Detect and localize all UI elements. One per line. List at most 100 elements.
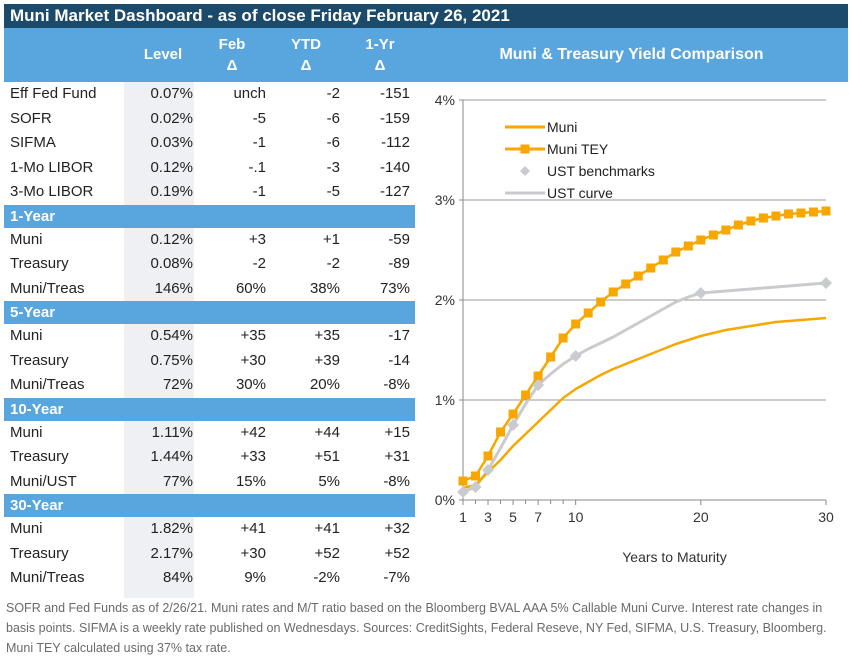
row-label: SIFMA	[10, 134, 56, 151]
data-point	[546, 352, 556, 362]
row-label: Muni	[10, 423, 43, 441]
1yr-change: -112	[381, 134, 410, 151]
table-row: Treasury 2.17% +30 +52 +52	[4, 542, 415, 567]
data-point	[820, 277, 832, 289]
table-row: Treasury 0.75% +30 +39 -14	[4, 349, 415, 374]
y-tick-label: 2%	[435, 292, 455, 308]
data-point	[708, 230, 718, 240]
legend-label: Muni	[547, 119, 577, 135]
legend: Muni Muni TEY UST benchmarks UST curve	[505, 119, 655, 201]
data-point	[483, 451, 493, 461]
x-tick-label: 10	[568, 509, 584, 525]
header-level: Level	[143, 46, 183, 63]
row-label: Muni/Treas	[10, 279, 85, 297]
data-point	[496, 427, 506, 437]
row-label: Treasury	[10, 255, 69, 272]
row-label: Muni/Treas	[10, 376, 85, 393]
1yr-change: -127	[379, 183, 410, 200]
1yr-change: -7%	[383, 569, 410, 586]
data-point	[571, 319, 581, 329]
feb-change: -5	[252, 109, 266, 127]
x-tick-label: 7	[534, 509, 542, 525]
data-point	[771, 211, 781, 221]
table-row: Muni 0.12% +3 +1 -59	[4, 228, 415, 253]
table-row: Muni/Treas 72% 30% 20% -8%	[4, 373, 415, 398]
ytd-change: +39	[314, 351, 340, 369]
series-line	[462, 281, 827, 494]
row-label: Treasury	[10, 351, 69, 369]
1yr-change: +31	[384, 448, 410, 465]
feb-change: unch	[233, 85, 266, 102]
level-value: 0.07%	[150, 85, 193, 102]
dashboard-title: Muni Market Dashboard - as of close Frid…	[4, 4, 848, 28]
header-1yr: 1-Yr	[365, 36, 395, 53]
ytd-change: -2%	[313, 569, 340, 586]
series-ust-benchmarks	[457, 277, 832, 498]
1yr-change: -89	[388, 255, 410, 272]
1yr-change: -159	[379, 109, 410, 127]
level-value: 0.03%	[150, 134, 193, 151]
x-tick-label: 20	[693, 509, 709, 525]
series-line	[462, 316, 827, 490]
feb-change: -1	[252, 134, 266, 151]
ytd-change: +44	[314, 423, 340, 441]
table-row: SOFR 0.02% -5 -6 -159	[4, 107, 415, 132]
feb-change: +42	[240, 423, 266, 441]
data-point	[533, 371, 543, 381]
data-point	[821, 206, 831, 216]
legend-label: UST curve	[547, 185, 613, 201]
1yr-change: -59	[388, 230, 410, 248]
header-ytd: YTD	[291, 36, 321, 53]
data-point	[671, 247, 681, 257]
data-point	[621, 279, 631, 289]
1yr-change: +52	[384, 544, 410, 562]
section-header: 5-Year	[4, 301, 415, 324]
ytd-change: 5%	[318, 472, 340, 490]
legend-label: UST benchmarks	[547, 163, 655, 179]
table-row: 3-Mo LIBOR 0.19% -1 -5 -127	[4, 180, 415, 205]
header-1yr-delta: Δ	[374, 57, 386, 74]
data-point	[507, 419, 520, 431]
1yr-change: -14	[388, 351, 410, 369]
1yr-change: +15	[384, 423, 410, 441]
feb-change: +41	[240, 520, 266, 537]
data-point	[583, 308, 593, 318]
row-label: Muni	[10, 520, 43, 537]
feb-change: 30%	[235, 376, 266, 393]
ytd-change: +52	[314, 544, 340, 562]
level-value: 72%	[162, 376, 193, 393]
x-tick-label: 30	[818, 509, 834, 525]
level-value: 2.17%	[150, 544, 193, 562]
row-label: Treasury	[10, 448, 69, 465]
level-value: 0.08%	[150, 255, 193, 272]
header-feb: Feb	[218, 36, 246, 53]
feb-change: +33	[240, 448, 266, 465]
data-point	[758, 213, 768, 223]
feb-change: -.1	[248, 158, 266, 176]
table-header: Level Feb Δ YTD Δ 1-Yr Δ	[4, 28, 415, 82]
table-row: Treasury 1.44% +33 +51 +31	[4, 445, 415, 470]
y-tick-label: 3%	[435, 192, 455, 208]
row-label: Muni/UST	[10, 472, 77, 490]
level-value: 0.02%	[150, 109, 193, 127]
ytd-change: -2	[326, 85, 340, 102]
row-label: Treasury	[10, 544, 69, 562]
level-value: 84%	[162, 569, 193, 586]
x-tick-label: 3	[484, 509, 492, 525]
data-point	[482, 464, 495, 476]
data-point	[783, 209, 793, 219]
yield-comparison-chart: 0% 1% 2% 3% 4% 1 3 5 7 10 20 30 Years to Maturity Mun…	[435, 92, 834, 565]
feb-change: -1	[252, 183, 266, 200]
series-ust-curve	[462, 281, 827, 494]
row-label: Muni	[10, 327, 43, 344]
feb-change: +35	[240, 327, 266, 344]
data-point	[471, 471, 481, 481]
level-value: 0.75%	[150, 351, 193, 369]
data-point	[694, 287, 707, 299]
table-row: Muni/Treas 146% 60% 38% 73%	[4, 277, 415, 302]
x-tick-label: 5	[509, 509, 517, 525]
section-header: 1-Year	[4, 204, 415, 228]
y-tick-label: 1%	[435, 392, 455, 408]
data-point	[596, 297, 606, 307]
feb-change: +3	[248, 230, 266, 248]
